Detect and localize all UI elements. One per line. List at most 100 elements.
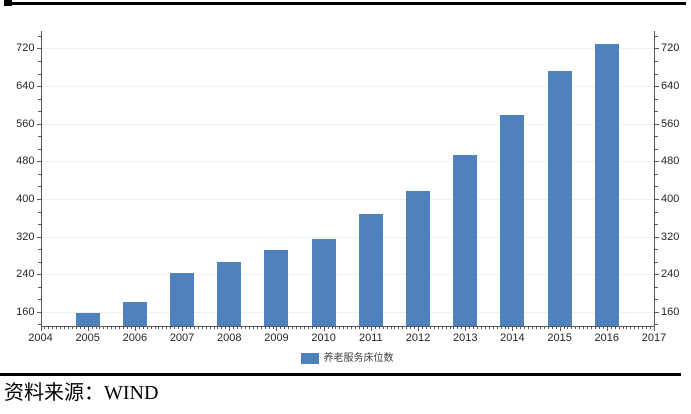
x-minor-tick — [539, 327, 541, 329]
x-major-tick — [134, 327, 136, 331]
x-minor-tick — [382, 327, 384, 329]
x-minor-tick — [146, 327, 148, 329]
y-major-tick-left — [36, 161, 41, 163]
x-major-tick — [323, 327, 325, 331]
x-minor-tick — [536, 327, 538, 329]
x-axis-label: 2016 — [594, 332, 620, 344]
y-minor-tick-right — [655, 186, 658, 188]
x-minor-tick — [288, 327, 290, 329]
x-minor-tick — [95, 327, 97, 329]
x-minor-tick — [429, 327, 431, 329]
x-major-tick — [512, 327, 514, 331]
major-gridline — [41, 123, 654, 125]
x-minor-tick — [300, 327, 302, 329]
x-minor-tick — [433, 327, 435, 329]
source-note: 资料来源：WIND — [4, 382, 159, 404]
y-axis-label-right: 480 — [661, 155, 680, 168]
y-major-tick-right — [655, 274, 659, 276]
chart-legend: 养老服务床位数 — [40, 351, 654, 366]
x-minor-tick — [280, 327, 282, 329]
x-minor-tick — [225, 327, 227, 329]
x-minor-tick — [473, 327, 475, 329]
x-major-tick — [559, 327, 561, 331]
y-minor-tick-left — [38, 286, 41, 288]
x-major-tick — [276, 327, 278, 331]
x-axis-label: 2010 — [311, 332, 336, 344]
y-major-tick-right — [655, 48, 659, 50]
x-minor-tick — [268, 327, 270, 329]
y-minor-tick-right — [655, 261, 658, 263]
bar — [358, 213, 383, 326]
y-minor-tick-left — [38, 148, 41, 150]
x-minor-tick — [315, 327, 317, 329]
y-minor-tick-right — [655, 98, 658, 100]
x-minor-tick — [221, 327, 223, 329]
x-minor-tick — [319, 327, 321, 329]
x-minor-tick — [351, 327, 353, 329]
x-minor-tick — [528, 327, 530, 329]
major-gridline — [41, 161, 654, 163]
x-major-tick — [182, 327, 184, 331]
y-minor-tick-left — [38, 324, 41, 326]
y-minor-tick-left — [38, 173, 41, 175]
y-major-tick-right — [655, 123, 659, 125]
x-minor-tick — [642, 327, 644, 329]
x-minor-tick — [44, 327, 46, 329]
x-minor-tick — [355, 327, 357, 329]
major-gridline — [41, 311, 654, 313]
y-minor-tick-left — [38, 111, 41, 113]
y-minor-tick-left — [38, 136, 41, 138]
x-minor-tick — [359, 327, 361, 329]
x-major-tick — [40, 327, 42, 331]
x-minor-tick — [390, 327, 392, 329]
x-minor-tick — [457, 327, 459, 329]
y-axis-left — [40, 31, 42, 326]
y-minor-tick-left — [38, 35, 41, 37]
x-minor-tick — [252, 327, 254, 329]
x-minor-tick — [496, 327, 498, 329]
y-minor-tick-right — [655, 211, 658, 213]
y-major-tick-left — [36, 48, 41, 50]
x-minor-tick — [123, 327, 125, 329]
y-minor-tick-right — [655, 60, 658, 62]
x-minor-tick — [170, 327, 172, 329]
x-minor-tick — [186, 327, 187, 329]
x-minor-tick — [327, 327, 329, 329]
x-minor-tick — [626, 327, 628, 329]
x-minor-tick — [178, 327, 180, 329]
x-minor-tick — [547, 327, 549, 329]
y-minor-tick-left — [38, 73, 41, 75]
x-minor-tick — [343, 327, 345, 329]
y-major-tick-left — [36, 123, 41, 125]
x-axis — [40, 326, 655, 327]
y-axis-right — [654, 31, 655, 326]
bar — [264, 249, 289, 326]
x-minor-tick — [52, 327, 54, 329]
x-minor-tick — [245, 327, 246, 329]
x-minor-tick — [378, 327, 380, 329]
x-minor-tick — [103, 327, 105, 329]
x-minor-tick — [331, 327, 333, 329]
x-minor-tick — [158, 327, 160, 329]
y-axis-label-left: 560 — [16, 117, 35, 130]
y-major-tick-left — [36, 198, 41, 200]
x-minor-tick — [189, 327, 191, 329]
bar — [453, 154, 478, 326]
bottom-border-rule — [0, 373, 681, 376]
x-minor-tick — [303, 327, 305, 329]
major-gridline — [41, 198, 654, 200]
x-minor-tick — [260, 327, 262, 329]
y-minor-tick-left — [38, 98, 41, 100]
x-minor-tick — [508, 327, 510, 329]
bar — [170, 273, 195, 326]
y-minor-tick-left — [38, 224, 41, 226]
x-minor-tick — [99, 327, 101, 329]
x-minor-tick — [374, 327, 376, 329]
x-minor-tick — [386, 327, 388, 329]
y-major-tick-left — [36, 86, 41, 88]
y-axis-label-left: 480 — [16, 155, 35, 168]
x-minor-tick — [233, 327, 235, 329]
y-axis-label-right: 560 — [661, 117, 680, 130]
y-minor-tick-right — [655, 136, 658, 138]
